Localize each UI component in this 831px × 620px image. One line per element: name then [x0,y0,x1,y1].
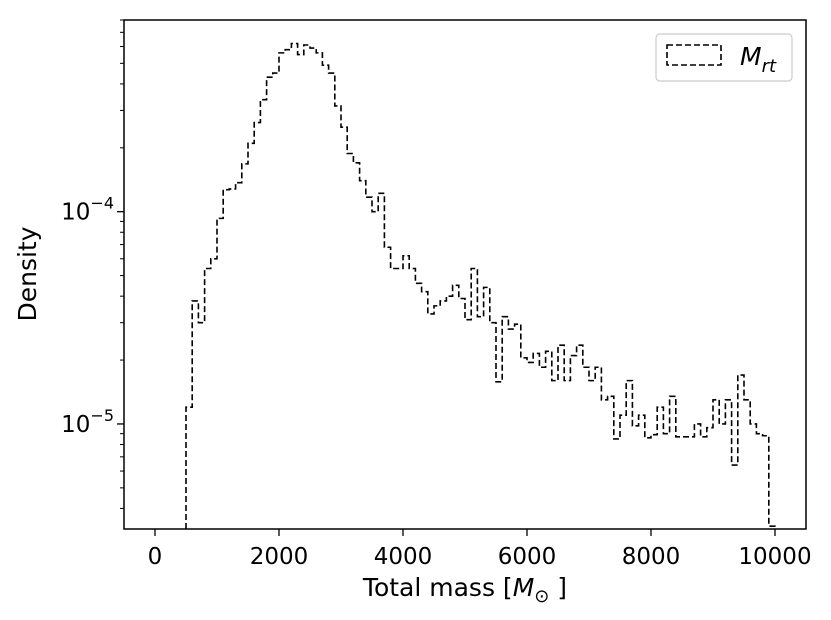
legend-label-sub: rt [762,56,777,77]
y-axis-ticks: 10−5 10−4 [61,19,124,509]
legend-label: Mrt [740,42,777,77]
plot-frame [123,19,807,530]
x-axis-label: Total mass [M⊙ ] [362,573,567,607]
x-tick-label: 8000 [622,544,681,570]
legend-swatch [666,44,722,66]
legend-label-main: M [740,42,762,71]
x-tick-label: 0 [148,544,163,570]
series-step-line [185,42,776,529]
x-tick-label: 10000 [738,544,811,570]
series-layer [185,42,776,529]
y-tick-label: 10−5 [61,406,114,438]
x-tick-label: 2000 [250,544,309,570]
y-tick-label: 10−4 [61,194,114,226]
x-tick-label: 4000 [374,544,433,570]
x-tick-label: 6000 [498,544,557,570]
plot-background [124,20,806,529]
legend: Mrt [655,33,793,82]
x-axis-ticks: 0 2000 4000 6000 8000 10000 [148,529,812,570]
y-axis-label: Density [13,226,42,321]
